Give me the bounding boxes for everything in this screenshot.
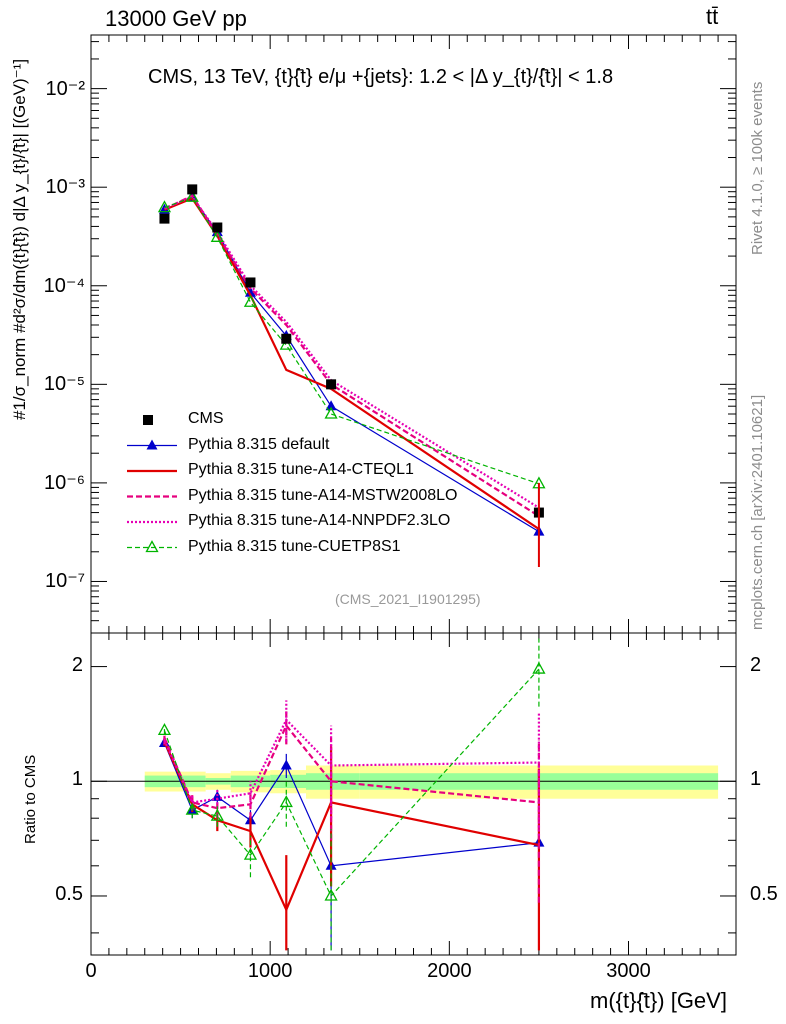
cms-data-point xyxy=(326,379,337,390)
ratio-line-default xyxy=(163,742,539,867)
cms-data-point xyxy=(187,184,198,195)
ratio-marker-cuetp xyxy=(243,847,258,860)
ratio-marker-cuetp xyxy=(185,802,199,815)
cms-data-point xyxy=(281,333,292,344)
main-y-tick-label: 10⁻⁶ xyxy=(43,471,85,494)
cms-data-point xyxy=(212,222,223,233)
legend-marker-default xyxy=(146,439,158,450)
legend-label-nnpdf: Pythia 8.315 tune-A14-NNPDF2.3LO xyxy=(188,512,451,529)
main-marker-cuetp xyxy=(210,229,224,242)
x-tick-label: 0 xyxy=(85,960,97,982)
ratio-y-tick-label: 0.5 xyxy=(55,882,83,905)
ratio-marker-cuetp xyxy=(157,723,172,736)
main-y-tick-label: 10⁻² xyxy=(45,77,85,100)
analysis-tag: (CMS_2021_I1901295) xyxy=(335,591,481,607)
legend-label-cteq: Pythia 8.315 tune-A14-CTEQL1 xyxy=(188,461,414,478)
main-marker-cuetp xyxy=(157,200,172,213)
ratio-y-tick-label: 2 xyxy=(71,653,83,676)
legend-marker-cuetp xyxy=(145,540,159,553)
header-process: 13000 GeV pp xyxy=(105,6,247,31)
cms-data-point xyxy=(159,213,170,224)
ratio-y-tick-label-right: 0.5 xyxy=(750,882,778,905)
main-y-tick-label: 10⁻⁵ xyxy=(43,373,85,396)
main-marker-default xyxy=(244,286,256,297)
ratio-marker-cuetp xyxy=(279,795,293,808)
cms-data-point xyxy=(245,277,256,288)
ratio-marker-cuetp xyxy=(532,661,546,674)
main-y-tick-label: 10⁻³ xyxy=(45,176,85,199)
x-tick-label: 2000 xyxy=(427,960,472,982)
x-tick-label: 1000 xyxy=(247,960,293,982)
legend-label-cms: CMS xyxy=(188,410,224,427)
main-y-tick-label: 10⁻⁷ xyxy=(44,570,85,593)
ratio-y-tick-label-right: 2 xyxy=(750,653,762,676)
legend-label-mstw: Pythia 8.315 tune-A14-MSTW2008LO xyxy=(188,486,458,504)
main-marker-cuetp xyxy=(279,337,293,350)
ratio-marker-cuetp xyxy=(324,888,338,901)
main-marker-cuetp xyxy=(185,189,199,202)
main-marker-cuetp xyxy=(243,294,258,307)
header-final-state: tt̄ xyxy=(706,4,719,29)
ratio-marker-default xyxy=(280,759,292,770)
ratio-y-tick-label: 1 xyxy=(71,768,83,791)
legend-label-cuetp: Pythia 8.315 tune-CUETP8S1 xyxy=(188,537,401,555)
ratio-y-tick-label-right: 1 xyxy=(750,768,762,791)
main-y-tick-label: 10⁻⁴ xyxy=(43,274,85,297)
x-axis-label: m({t}{̄t}) [GeV] xyxy=(590,988,727,1013)
legend-label-default: Pythia 8.315 default xyxy=(188,435,330,453)
main-marker-default xyxy=(325,400,337,411)
plot-title: CMS, 13 TeV, {t}{̄t} e/μ +{jets}: 1.2 < … xyxy=(148,66,614,88)
x-tick-label: 3000 xyxy=(606,960,651,982)
legend-cms-marker xyxy=(143,415,153,425)
main-marker-cuetp xyxy=(324,406,338,419)
ratio-marker-cuetp xyxy=(210,808,224,821)
